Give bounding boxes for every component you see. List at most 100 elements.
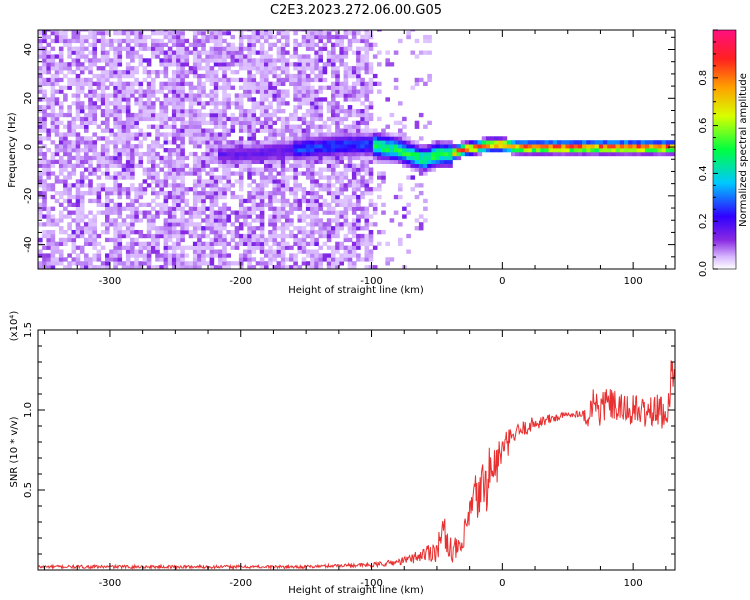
heatmap-cell [75, 210, 81, 215]
heatmap-cell [197, 77, 202, 83]
heatmap-cell [301, 77, 307, 83]
heatmap-cell [113, 151, 118, 157]
heatmap-cell [176, 237, 181, 243]
heatmap-cell [582, 144, 587, 149]
heatmap-cell [318, 253, 323, 258]
heatmap-cell [159, 265, 164, 269]
heatmap-cell [96, 265, 102, 269]
heatmap-cell [46, 58, 51, 63]
heatmap-cell [159, 101, 164, 106]
heatmap-cell [138, 58, 144, 63]
heatmap-cell [285, 77, 290, 83]
heatmap-cell [356, 144, 361, 149]
heatmap-cell [50, 253, 56, 258]
heatmap-cell [347, 73, 353, 79]
heatmap-cell [523, 148, 529, 153]
heatmap-cell [297, 77, 303, 83]
heatmap-cell [197, 257, 202, 262]
heatmap-cell [213, 46, 219, 51]
heatmap-cell [305, 136, 311, 141]
heatmap-cell [335, 230, 340, 235]
heatmap-cell [368, 128, 374, 133]
heatmap-cell [310, 93, 315, 98]
heatmap-cell [167, 116, 173, 122]
heatmap-cell [264, 70, 269, 75]
heatmap-cell [331, 66, 336, 71]
heatmap-cell [285, 159, 290, 164]
heatmap-cell [364, 34, 370, 40]
heatmap-cell [268, 112, 273, 118]
heatmap-cell [368, 265, 374, 269]
heatmap-cell [326, 179, 332, 184]
heatmap-cell [63, 85, 68, 90]
heatmap-cell [360, 120, 365, 125]
heatmap-cell [84, 93, 89, 98]
heatmap-cell [125, 144, 131, 149]
heatmap-cell [167, 210, 173, 215]
heatmap-cell [192, 70, 198, 75]
heatmap-cell [117, 85, 123, 90]
heatmap-cell [343, 151, 349, 157]
heatmap-cell [125, 73, 131, 79]
heatmap-cell [42, 62, 47, 67]
heatmap-cell [322, 66, 328, 71]
heatmap-cell [335, 148, 340, 153]
heatmap-cell [477, 148, 483, 153]
heatmap-cell [259, 85, 265, 90]
heatmap-cell [75, 187, 81, 192]
heatmap-cell [188, 222, 194, 227]
heatmap-cell [84, 241, 89, 246]
heatmap-cell [71, 144, 77, 149]
heatmap-cell [335, 116, 340, 122]
heatmap-cell [134, 144, 139, 149]
heatmap-cell [322, 132, 328, 137]
heatmap-cell [305, 58, 311, 63]
heatmap-cell [113, 85, 118, 90]
heatmap-cell [339, 89, 344, 94]
heatmap-cell [234, 93, 240, 98]
heatmap-cell [205, 62, 210, 67]
heatmap-cell [418, 144, 424, 149]
heatmap-cell [146, 175, 152, 180]
heatmap-cell [347, 112, 353, 118]
heatmap-cell [410, 148, 416, 153]
heatmap-cell [58, 54, 64, 59]
heatmap-cell [180, 31, 185, 36]
heatmap-cell [209, 112, 215, 118]
heatmap-cell [205, 101, 210, 106]
heatmap-cell [393, 155, 399, 161]
heatmap-cell [71, 140, 77, 145]
heatmap-cell [159, 42, 164, 47]
heatmap-cell [318, 226, 323, 231]
heatmap-cell [360, 136, 365, 141]
heatmap-cell [310, 97, 315, 102]
heatmap-cell [63, 214, 68, 219]
heatmap-cell [46, 237, 51, 243]
heatmap-cell [192, 245, 198, 250]
heatmap-cell [301, 132, 307, 137]
heatmap-cell [473, 144, 478, 149]
heatmap-cell [272, 191, 277, 196]
heatmap-cell [84, 116, 89, 122]
heatmap-cell [117, 237, 123, 243]
heatmap-cell [603, 140, 608, 145]
heatmap-cell [364, 112, 370, 118]
heatmap-cell [213, 136, 219, 141]
heatmap-cell [218, 206, 223, 211]
heatmap-cell [414, 124, 420, 129]
y-tick-label: 1.5 [23, 322, 34, 338]
heatmap-cell [226, 140, 231, 145]
heatmap-cells [38, 30, 675, 269]
heatmap-cell [439, 163, 445, 168]
heatmap-cell [285, 210, 290, 215]
heatmap-cell [368, 85, 374, 90]
heatmap-cell [234, 163, 240, 168]
heatmap-cell [314, 222, 319, 227]
heatmap-cell [163, 183, 169, 188]
heatmap-cell [142, 34, 148, 40]
heatmap-cell [636, 151, 642, 157]
heatmap-cell [130, 202, 135, 207]
heatmap-cell [276, 214, 282, 219]
heatmap-cell [297, 183, 303, 188]
heatmap-cell [297, 151, 303, 157]
